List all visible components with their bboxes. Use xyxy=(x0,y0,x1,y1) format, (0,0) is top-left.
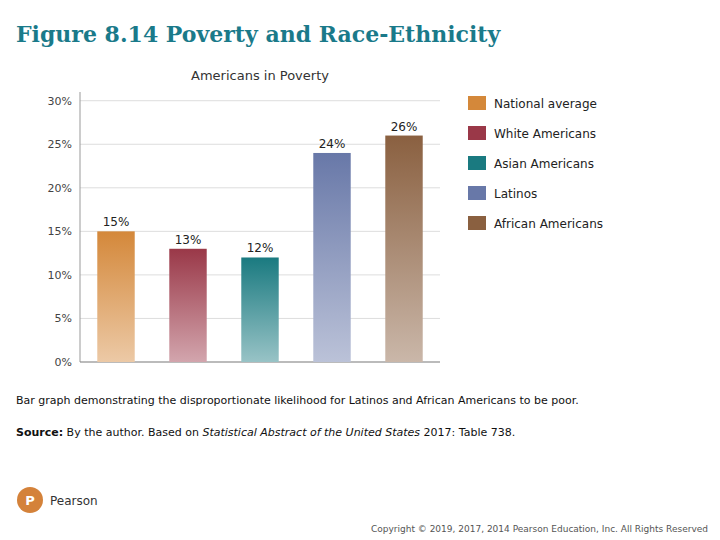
y-tick-label: 0% xyxy=(55,356,72,369)
legend-swatch xyxy=(468,186,486,200)
legend-label: African Americans xyxy=(494,217,603,231)
legend-label: National average xyxy=(494,97,597,111)
bars xyxy=(97,136,422,362)
y-tick-label: 25% xyxy=(48,138,72,151)
source-part: By the author. Based on xyxy=(63,426,202,439)
title: Figure 8.14 Poverty and Race-Ethnicity xyxy=(16,21,501,47)
grid-line xyxy=(80,100,440,101)
bar xyxy=(241,257,278,362)
data-label: 15% xyxy=(103,215,130,229)
data-label: 24% xyxy=(319,137,346,151)
logo-text: Pearson xyxy=(50,494,98,508)
bar xyxy=(385,136,422,362)
chart-subtitle: Americans in Poverty xyxy=(191,68,329,83)
caption: Bar graph demonstrating the disproportio… xyxy=(16,394,579,407)
legend-label: Latinos xyxy=(494,187,537,201)
legend-swatch xyxy=(468,96,486,110)
source-part: Statistical Abstract of the United State… xyxy=(202,426,420,439)
data-label: 13% xyxy=(175,233,202,247)
logo-circle xyxy=(17,487,43,513)
data-label: 12% xyxy=(247,241,274,255)
source-part: 2017: Table 738. xyxy=(420,426,515,439)
chart: Figure 8.14 Poverty and Race-Ethnicity Am… xyxy=(0,0,720,540)
legend: National average White Americans Asian Ame… xyxy=(468,96,603,231)
grid xyxy=(80,101,440,362)
source: Source: By the author. Based on Statisti… xyxy=(16,426,515,439)
y-tick-label: 30% xyxy=(48,95,72,108)
y-tick-label: 20% xyxy=(48,182,72,195)
legend-swatch xyxy=(468,126,486,140)
copyright: Copyright © 2019, 2017, 2014 Pearson Edu… xyxy=(371,524,708,534)
source-part: Source: xyxy=(16,426,63,439)
y-axis-line xyxy=(80,92,81,362)
bar xyxy=(313,153,350,362)
y-tick-label: 15% xyxy=(48,225,72,238)
legend-label: Asian Americans xyxy=(494,157,594,171)
y-tick-label: 10% xyxy=(48,269,72,282)
legend-swatch xyxy=(468,156,486,170)
legend-label: White Americans xyxy=(494,127,596,141)
y-tick-label: 5% xyxy=(55,312,72,325)
data-label: 26% xyxy=(391,120,418,134)
legend-swatch xyxy=(468,216,486,230)
logo-letter: P xyxy=(25,493,35,508)
bar xyxy=(97,231,134,362)
bar xyxy=(169,249,206,362)
